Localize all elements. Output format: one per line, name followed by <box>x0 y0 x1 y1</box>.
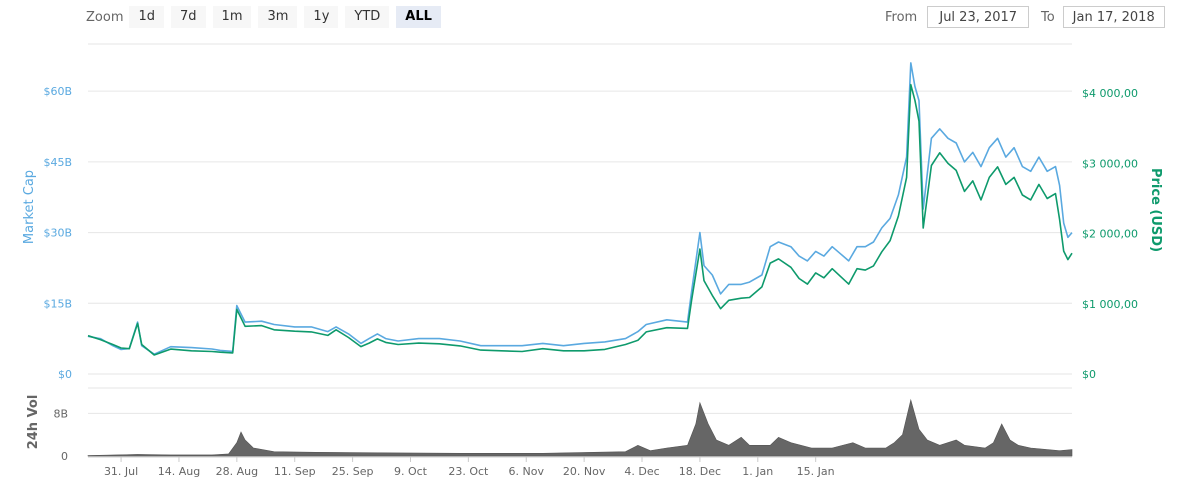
x-tick-label: 23. Oct <box>448 465 489 478</box>
x-tick-label: 18. Dec <box>679 465 721 478</box>
to-date-input[interactable] <box>1062 6 1165 28</box>
volume-tick-label: 8B <box>53 407 68 420</box>
zoom-3m-button[interactable]: 3m <box>258 6 298 28</box>
market-cap-axis-title: Market Cap <box>22 170 37 244</box>
market-cap-tick-label: $45B <box>43 156 72 169</box>
volume-tick-label: 0 <box>61 450 68 463</box>
market-cap-tick-label: $15B <box>43 297 72 310</box>
x-tick-label: 6. Nov <box>509 465 545 478</box>
date-axis: 31. Jul 14. Aug 28. Aug 11. Sep 25. Sep 9. Oc… <box>88 456 1072 478</box>
x-tick-label: 31. Jul <box>104 465 138 478</box>
x-tick-label: 11. Sep <box>274 465 316 478</box>
x-tick-label: 15. Jan <box>797 465 835 478</box>
zoom-ytd-button[interactable]: YTD <box>345 6 390 28</box>
price-tick-label: $3 000,00 <box>1082 157 1138 170</box>
market-cap-tick-label: $60B <box>43 85 72 98</box>
market-cap-axis: $0 $15B $30B $45B $60B <box>43 85 72 381</box>
x-tick-label: 20. Nov <box>563 465 606 478</box>
from-label: From <box>885 9 918 25</box>
to-label: To <box>1041 9 1055 25</box>
zoom-1y-button[interactable]: 1y <box>304 6 339 28</box>
x-tick-label: 14. Aug <box>158 465 200 478</box>
grid-lines <box>88 43 1072 457</box>
price-axis-title: Price (USD) <box>1148 168 1163 252</box>
x-tick-label: 1. Jan <box>742 465 773 478</box>
price-tick-label: $1 000,00 <box>1082 298 1138 311</box>
market-cap-tick-label: $30B <box>43 227 72 240</box>
zoom-1d-button[interactable]: 1d <box>129 6 165 28</box>
price-line <box>87 83 1073 356</box>
price-tick-label: $4 000,00 <box>1082 87 1138 100</box>
from-date-input[interactable] <box>927 6 1030 28</box>
zoom-bar: Zoom 1d 7d 1m 3m 1y YTD ALL <box>86 5 448 29</box>
volume-area <box>87 398 1073 457</box>
zoom-label: Zoom <box>86 9 124 25</box>
range-to: To <box>1041 5 1165 29</box>
x-tick-label: 25. Sep <box>332 465 374 478</box>
x-tick-label: 9. Oct <box>394 465 428 478</box>
x-tick-label: 4. Dec <box>624 465 659 478</box>
x-tick-label: 28. Aug <box>216 465 258 478</box>
price-tick-label: $0 <box>1082 368 1096 381</box>
market-cap-line <box>87 62 1073 355</box>
range-from: From <box>885 5 1030 29</box>
market-cap-tick-label: $0 <box>58 368 72 381</box>
zoom-7d-button[interactable]: 7d <box>171 6 206 28</box>
zoom-all-button[interactable]: ALL <box>396 6 441 28</box>
price-axis: $0 $1 000,00 $2 000,00 $3 000,00 $4 000,00 <box>1082 87 1138 381</box>
zoom-1m-button[interactable]: 1m <box>212 6 252 28</box>
volume-axis: 0 8B <box>53 407 68 463</box>
series-layer <box>87 62 1073 457</box>
volume-axis-title: 24h Vol <box>26 395 41 450</box>
price-tick-label: $2 000,00 <box>1082 228 1138 241</box>
